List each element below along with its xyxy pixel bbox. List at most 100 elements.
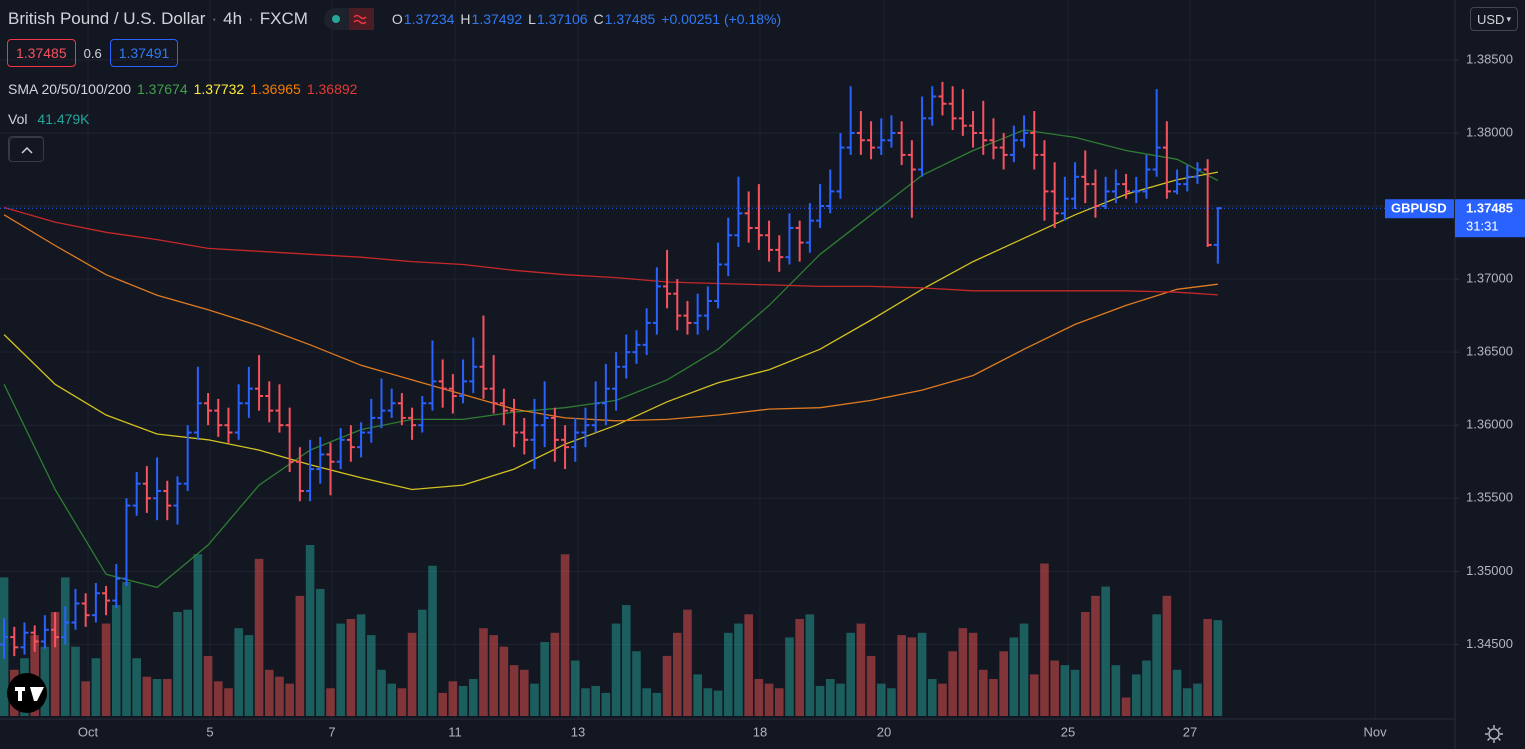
settings-icon[interactable] [1482, 722, 1506, 746]
volume-bar [254, 558, 264, 716]
buy-button[interactable]: 1.37491 [109, 39, 179, 67]
volume-bar [1193, 683, 1202, 716]
volume-bar [621, 605, 631, 716]
ohlc-bar [948, 86, 957, 131]
volume-bar [50, 612, 60, 716]
ohlc-bar [1060, 176, 1069, 221]
ohlc-bar [306, 439, 315, 502]
ohlc-bar [408, 407, 417, 440]
ohlc-bar [448, 374, 457, 414]
volume-bar [213, 681, 223, 716]
volume-bar [1203, 618, 1212, 716]
x-tick-label: 5 [206, 724, 213, 739]
volume-value: 41.479K [37, 111, 90, 127]
ohlc-bar [418, 395, 427, 433]
ohlc-bar [979, 100, 988, 155]
x-tick-label: 7 [328, 724, 335, 739]
ohlc-bar [1152, 89, 1161, 177]
ohlc-bar [591, 381, 600, 433]
ohlc-bar [1142, 154, 1151, 199]
collapse-button[interactable] [8, 136, 44, 162]
ohlc-bar [724, 217, 733, 277]
volume-bar [407, 632, 417, 716]
ohlc-bar [479, 315, 488, 399]
ohlc-letter: C [593, 11, 604, 27]
ohlc-bar [469, 337, 478, 394]
ohlc-bar [61, 606, 70, 645]
y-tick-label: 1.35500 [1466, 490, 1513, 505]
volume-bar [509, 665, 519, 716]
symbol: British Pound / U.S. Dollar [8, 9, 206, 28]
volume-bar [1111, 665, 1121, 716]
ohlc-bar [295, 447, 304, 502]
ohlc-bar [438, 359, 447, 408]
ohlc-bar [204, 393, 213, 426]
volume-bar [1060, 665, 1070, 716]
ohlc-bar [795, 220, 804, 262]
volume-bar [693, 674, 702, 716]
sma-name: SMA 20/50/100/200 [8, 81, 131, 97]
ohlc-bar [1081, 150, 1090, 204]
volume-bar [71, 646, 80, 716]
volume-bar [560, 554, 570, 716]
ohlc-bar [336, 428, 345, 470]
ohlc-bar [255, 355, 264, 411]
volume-bar [836, 683, 845, 716]
volume-bar [244, 635, 254, 716]
countdown-label: 31:31 [1466, 219, 1499, 234]
volume-bar [519, 669, 529, 716]
ohlc-bar [193, 366, 202, 440]
currency: USD [1477, 11, 1505, 27]
ohlc-bar [346, 425, 355, 462]
ohlc-bar [928, 86, 937, 126]
volume-bar [397, 688, 407, 716]
y-tick-label: 1.35000 [1466, 563, 1513, 578]
ohlc-bar [234, 384, 243, 440]
volume-bar [581, 688, 590, 716]
price-label: 1.37485 [1466, 201, 1513, 216]
ohlc-bar [1162, 121, 1171, 199]
volume-bar [489, 635, 498, 716]
ohlc-bar [0, 618, 9, 660]
ohlc-bar [102, 585, 111, 616]
x-tick-label: Oct [78, 724, 99, 739]
x-tick-label: Nov [1363, 724, 1387, 739]
interval[interactable]: 4h [223, 9, 243, 28]
status-icons [323, 8, 374, 30]
volume-bar [652, 692, 662, 716]
volume-bar [927, 679, 937, 716]
ohlc-value: 1.37492 [471, 11, 523, 27]
ohlc-bar [1009, 125, 1018, 163]
currency-button[interactable]: USD ▾ [1470, 7, 1518, 31]
x-tick-label: 27 [1183, 724, 1197, 739]
ohlc-bar [805, 203, 814, 253]
volume-bar [672, 632, 682, 716]
ohlc-bar [714, 242, 723, 309]
volume-bar [101, 623, 111, 716]
ohlc-bar [999, 132, 1008, 170]
volume-bar [907, 637, 917, 716]
volume-bar [366, 635, 376, 716]
volume-bar [162, 679, 172, 716]
volume-bar [91, 658, 101, 716]
ohlc-bar [377, 378, 386, 429]
volume-bar [815, 685, 825, 716]
y-tick-label: 1.37000 [1466, 271, 1513, 286]
volume-bar [1162, 595, 1172, 716]
volume-bar [81, 681, 90, 716]
volume-bar [234, 628, 243, 716]
ohlc-bar [938, 81, 947, 116]
ohlc-bar [1040, 140, 1049, 221]
sma-value: 1.36892 [306, 81, 358, 97]
ohlc-bar [540, 381, 549, 448]
volume-bar [805, 614, 815, 716]
volume-bar [989, 679, 998, 716]
volume-bar [173, 612, 182, 716]
ohlc-bar [326, 442, 335, 496]
sell-button[interactable]: 1.37485 [7, 39, 76, 67]
volume-bar [632, 651, 641, 716]
ohlc-bar [153, 457, 162, 521]
x-tick-label: 25 [1061, 724, 1075, 739]
volume-bar [938, 683, 947, 716]
